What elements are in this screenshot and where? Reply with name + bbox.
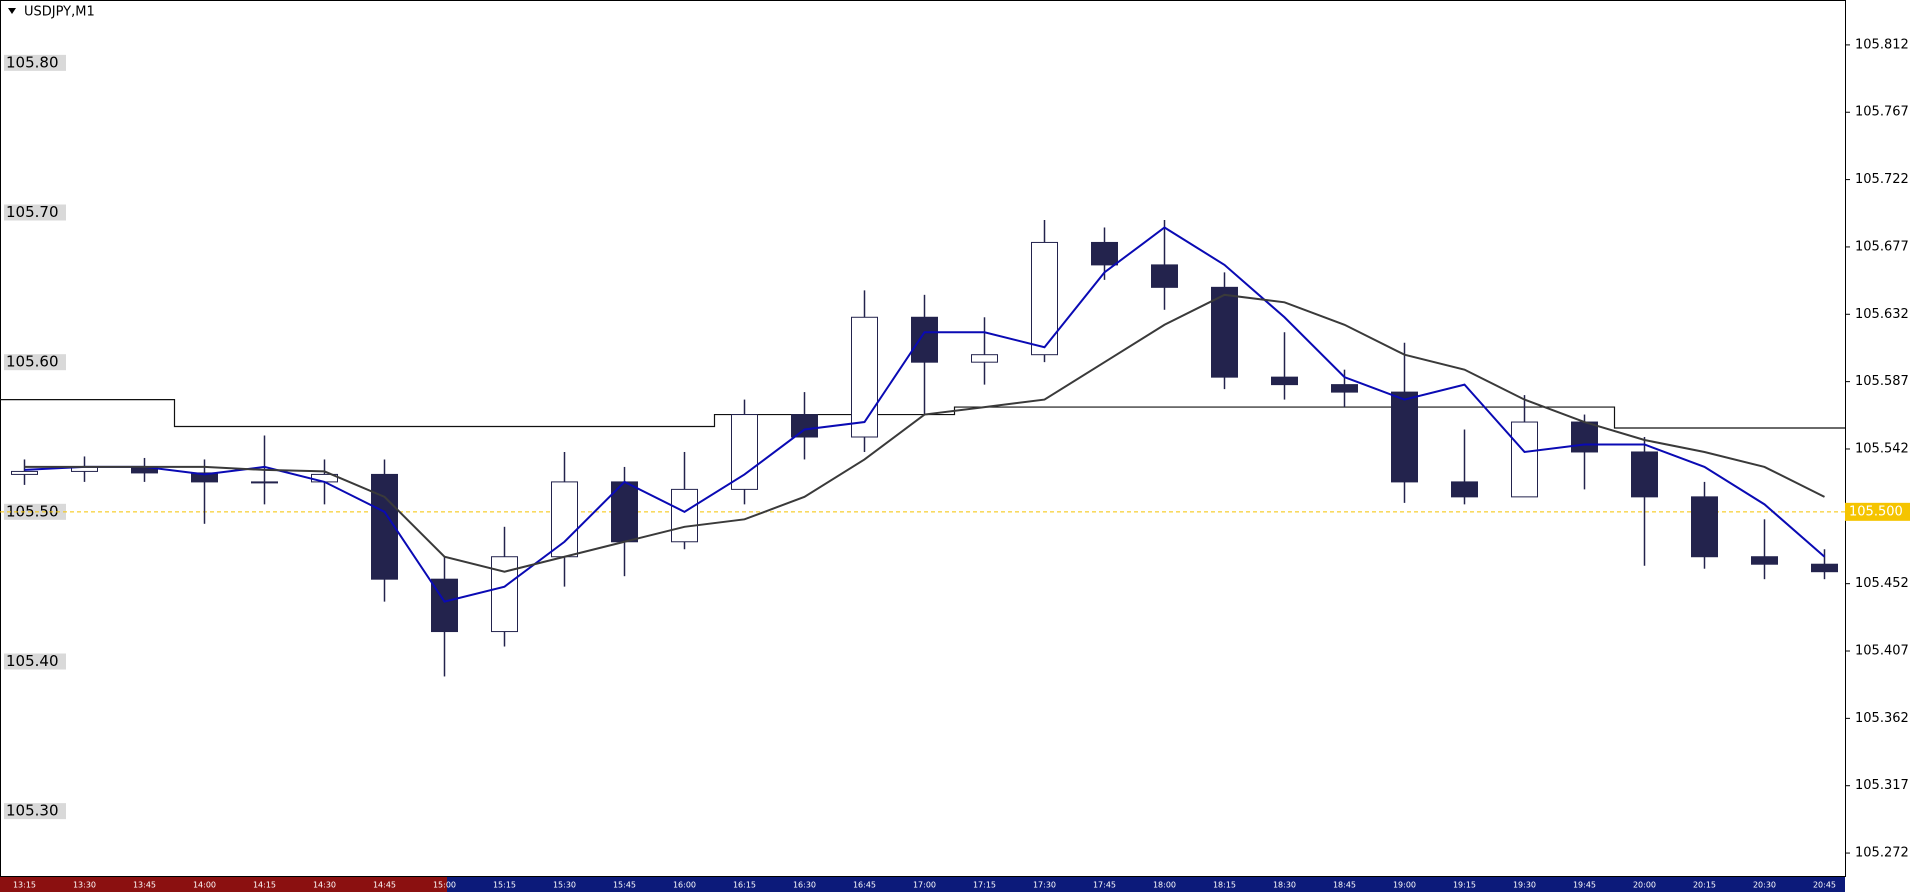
x-tick-label: 16:45 — [853, 881, 876, 890]
x-tick-label: 19:45 — [1573, 881, 1596, 890]
candle-body — [1271, 376, 1298, 386]
candle-body — [1031, 241, 1058, 356]
y-tick-label: 105.452 — [1855, 576, 1909, 591]
candle-body — [1391, 391, 1418, 483]
candle-body — [1691, 496, 1718, 558]
left-label-bg — [4, 54, 66, 71]
candle-body — [1811, 563, 1838, 573]
x-tick-label: 17:15 — [973, 881, 996, 890]
current-price-bg — [1845, 502, 1910, 521]
left-label: 105.70 — [6, 203, 59, 221]
x-tick-label: 20:30 — [1753, 881, 1776, 890]
x-tick-label: 19:15 — [1453, 881, 1476, 890]
candle-body — [11, 470, 38, 475]
candle-body — [851, 316, 878, 438]
left-label: 105.50 — [6, 502, 59, 520]
x-tick-label: 17:30 — [1033, 881, 1056, 890]
x-tick-label: 15:45 — [613, 881, 636, 890]
left-label: 105.80 — [6, 53, 59, 71]
x-tick-label: 13:45 — [133, 881, 156, 890]
x-tick-label: 16:15 — [733, 881, 756, 890]
x-tick-label: 15:00 — [433, 881, 456, 890]
x-tick-label: 20:45 — [1813, 881, 1836, 890]
y-tick-label: 105.722 — [1855, 172, 1909, 187]
x-tick-label: 15:30 — [553, 881, 576, 890]
candle-body — [971, 354, 998, 363]
left-label-bg — [4, 653, 66, 670]
indicator-line — [24, 226, 1826, 603]
x-tick-label: 14:15 — [253, 881, 276, 890]
candle-body — [371, 473, 398, 580]
candle-body — [491, 556, 518, 633]
x-tick-label: 18:30 — [1273, 881, 1296, 890]
candle-body — [731, 414, 758, 490]
collapse-arrow[interactable] — [8, 8, 16, 14]
candle-body — [191, 472, 218, 483]
candle-body — [1091, 241, 1118, 266]
y-tick-label: 105.407 — [1855, 644, 1909, 659]
y-tick-label: 105.542 — [1855, 441, 1909, 456]
left-label-bg — [4, 803, 66, 820]
time-bar-red — [0, 877, 447, 892]
x-tick-label: 20:15 — [1693, 881, 1716, 890]
candle-body — [1511, 421, 1538, 498]
left-label-bg — [4, 354, 66, 371]
x-tick-label: 15:15 — [493, 881, 516, 890]
x-tick-label: 17:00 — [913, 881, 936, 890]
y-tick-label: 105.632 — [1855, 307, 1909, 322]
candle-body — [1751, 556, 1778, 565]
x-tick-label: 14:45 — [373, 881, 396, 890]
candle-body — [1151, 264, 1178, 288]
candle-body — [791, 414, 818, 438]
candle-body — [1451, 481, 1478, 498]
x-tick-label: 20:00 — [1633, 881, 1656, 890]
plot-frame — [0, 0, 1846, 877]
x-tick-label: 16:00 — [673, 881, 696, 890]
y-tick-label: 105.317 — [1855, 778, 1909, 793]
candle-body — [1331, 384, 1358, 393]
x-tick-label: 13:30 — [73, 881, 96, 890]
x-tick-label: 18:00 — [1153, 881, 1176, 890]
x-tick-label: 19:00 — [1393, 881, 1416, 890]
x-tick-label: 13:15 — [13, 881, 36, 890]
x-tick-label: 19:30 — [1513, 881, 1536, 890]
y-tick-label: 105.677 — [1855, 239, 1909, 254]
candle-body — [551, 481, 578, 558]
candle-body — [1631, 451, 1658, 498]
candle-body — [1211, 286, 1238, 378]
x-tick-label: 18:15 — [1213, 881, 1236, 890]
left-label: 105.60 — [6, 353, 59, 371]
candle-body — [911, 316, 938, 363]
x-tick-label: 14:30 — [313, 881, 336, 890]
y-tick-label: 105.272 — [1855, 846, 1909, 861]
left-label: 105.30 — [6, 802, 59, 820]
indicator-line — [24, 293, 1825, 573]
x-tick-label: 17:45 — [1093, 881, 1116, 890]
x-tick-label: 14:00 — [193, 881, 216, 890]
chart-title: USDJPY,M1 — [24, 5, 95, 20]
x-tick-label: 18:45 — [1333, 881, 1356, 890]
y-tick-label: 105.362 — [1855, 711, 1909, 726]
left-label-bg — [4, 204, 66, 221]
candle-body — [671, 488, 698, 543]
candle-body — [1571, 421, 1598, 453]
current-price-label: 105.500 — [1849, 504, 1903, 519]
time-bar-blue — [447, 877, 1845, 892]
y-tick-label: 105.812 — [1855, 37, 1909, 52]
y-tick-label: 105.767 — [1855, 105, 1909, 120]
y-tick-label: 105.587 — [1855, 374, 1909, 389]
x-tick-label: 16:30 — [793, 881, 816, 890]
left-label: 105.40 — [6, 652, 59, 670]
candle-body — [251, 481, 278, 484]
